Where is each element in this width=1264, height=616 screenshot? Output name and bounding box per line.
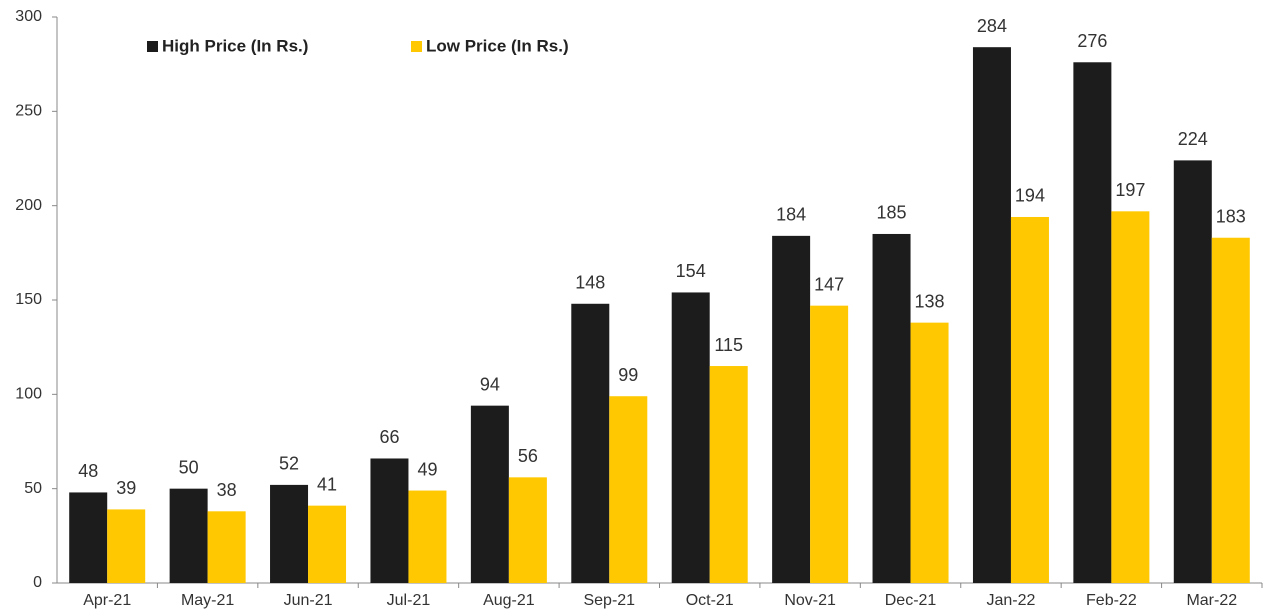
x-tick-label: Oct-21 (686, 592, 734, 609)
bar (308, 505, 347, 583)
bar (408, 490, 447, 583)
value-label: 185 (877, 203, 907, 223)
bar (169, 488, 208, 583)
x-tick-label: Mar-22 (1186, 592, 1237, 609)
bar (207, 511, 246, 583)
value-label: 154 (676, 261, 706, 281)
value-label: 138 (915, 291, 945, 311)
bar (772, 235, 811, 583)
x-tick-label: Aug-21 (483, 592, 535, 609)
bar (69, 492, 108, 583)
x-tick-label: Feb-22 (1086, 592, 1137, 609)
value-label: 115 (714, 335, 743, 355)
legend-swatch (411, 41, 422, 52)
value-label: 284 (977, 16, 1007, 36)
value-label: 147 (814, 274, 844, 294)
bar (1111, 211, 1150, 583)
legend-label: High Price (In Rs.) (162, 36, 308, 55)
x-tick-label: Jun-21 (284, 592, 333, 609)
x-tick-label: Nov-21 (784, 592, 836, 609)
value-label: 194 (1015, 186, 1045, 206)
bar (508, 477, 547, 583)
legend-swatch (147, 41, 158, 52)
value-label: 50 (179, 457, 199, 477)
y-tick-label: 100 (15, 386, 42, 403)
value-label: 276 (1077, 31, 1107, 51)
bar (1173, 160, 1212, 584)
x-tick-label: Sep-21 (583, 592, 635, 609)
value-label: 148 (575, 273, 605, 293)
value-label: 184 (776, 205, 806, 225)
bar (107, 509, 146, 583)
value-label: 48 (78, 461, 98, 481)
bar (810, 305, 849, 583)
bar (1010, 216, 1049, 583)
bar (910, 322, 949, 583)
bar (270, 484, 309, 583)
value-label: 66 (379, 427, 399, 447)
x-tick-label: Dec-21 (885, 592, 937, 609)
value-label: 49 (417, 459, 437, 479)
value-label: 39 (116, 478, 136, 498)
y-tick-label: 150 (15, 291, 42, 308)
value-label: 183 (1216, 206, 1246, 226)
bar (470, 405, 509, 583)
bar (1211, 237, 1250, 584)
y-tick-label: 0 (33, 574, 42, 591)
y-tick-label: 250 (15, 103, 42, 120)
bar (609, 396, 648, 583)
value-label: 52 (279, 454, 299, 474)
value-label: 56 (518, 446, 538, 466)
value-label: 38 (217, 480, 237, 500)
y-tick-label: 300 (15, 8, 42, 25)
value-label: 94 (480, 374, 500, 394)
bar (872, 233, 911, 583)
value-label: 99 (618, 365, 638, 385)
bar (671, 292, 710, 583)
bar (370, 458, 409, 583)
value-label: 197 (1115, 180, 1145, 200)
value-label: 224 (1178, 129, 1208, 149)
bar (972, 47, 1011, 584)
x-tick-label: Jul-21 (387, 592, 431, 609)
bar (571, 303, 610, 583)
value-label: 41 (317, 474, 337, 494)
bar (1073, 62, 1112, 583)
x-tick-label: Jan-22 (986, 592, 1035, 609)
x-tick-label: Apr-21 (83, 592, 131, 609)
y-tick-label: 50 (24, 480, 42, 497)
x-tick-label: May-21 (181, 592, 234, 609)
legend-label: Low Price (In Rs.) (426, 36, 569, 55)
bar (709, 366, 748, 583)
y-tick-label: 200 (15, 197, 42, 214)
